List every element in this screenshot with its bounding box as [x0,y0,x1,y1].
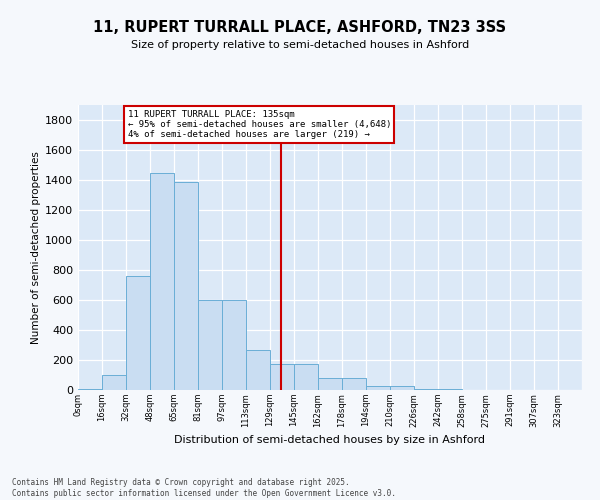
Bar [414,389,438,390]
Bar [198,300,222,390]
Bar [318,378,342,390]
Bar [126,276,150,390]
Bar [390,386,414,390]
Bar [174,182,198,390]
Bar [246,350,270,390]
Bar [150,172,174,390]
Text: 11, RUPERT TURRALL PLACE, ASHFORD, TN23 3SS: 11, RUPERT TURRALL PLACE, ASHFORD, TN23 … [94,20,506,35]
Text: Size of property relative to semi-detached houses in Ashford: Size of property relative to semi-detach… [131,40,469,50]
X-axis label: Distribution of semi-detached houses by size in Ashford: Distribution of semi-detached houses by … [175,435,485,445]
Y-axis label: Number of semi-detached properties: Number of semi-detached properties [31,151,41,344]
Text: 11 RUPERT TURRALL PLACE: 135sqm
← 95% of semi-detached houses are smaller (4,648: 11 RUPERT TURRALL PLACE: 135sqm ← 95% of… [128,110,391,140]
Bar [222,300,246,390]
Text: Contains HM Land Registry data © Crown copyright and database right 2025.
Contai: Contains HM Land Registry data © Crown c… [12,478,396,498]
Bar [270,364,294,390]
Bar [102,375,126,390]
Bar [366,386,390,390]
Bar [294,364,318,390]
Bar [438,389,462,390]
Bar [342,378,366,390]
